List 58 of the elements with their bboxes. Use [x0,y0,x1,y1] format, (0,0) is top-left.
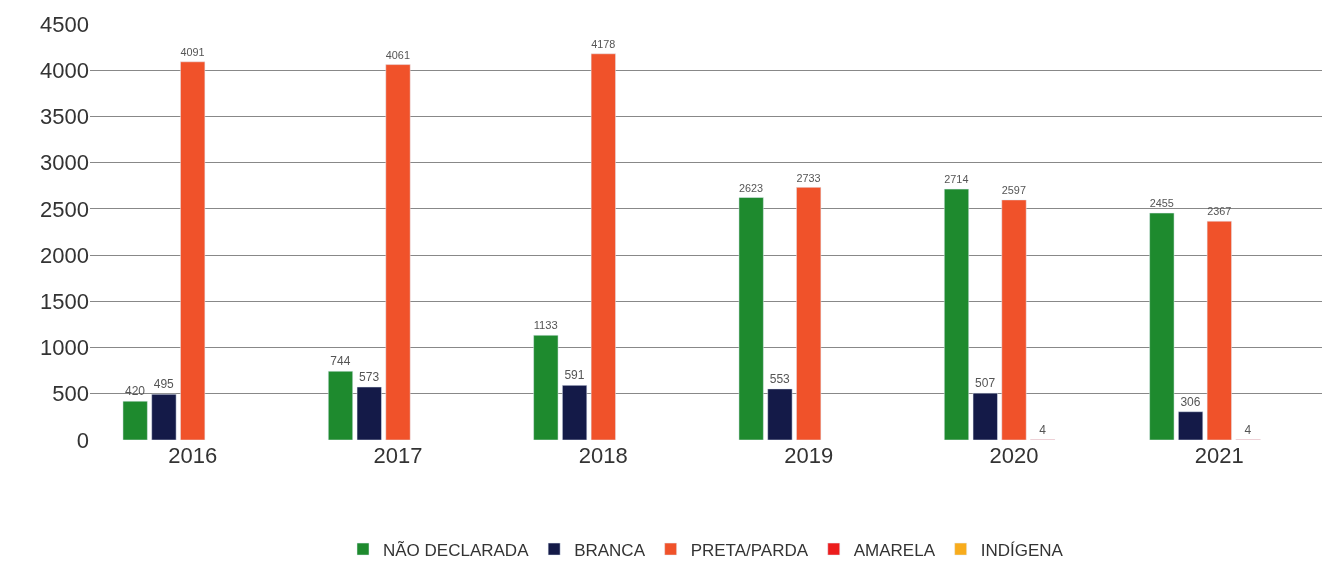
bar [972,392,998,440]
bar [151,393,177,440]
bar [562,385,588,440]
data-label: 2367 [1207,205,1232,218]
y-tick-label: 3000 [40,150,89,176]
data-label: 4 [1244,422,1252,437]
bar [944,188,969,440]
bar [738,197,764,440]
y-tick-label: 4000 [40,57,89,83]
bar [356,386,382,440]
data-label: 553 [769,371,791,386]
bar [180,61,206,440]
bar [767,388,793,440]
data-label: 2623 [738,181,764,194]
bar [590,53,616,440]
legend-label: PRETA/PARDA [690,540,809,560]
x-tick-label: 2019 [784,443,834,468]
bar [328,370,353,440]
data-label: 507 [975,376,996,391]
data-label: 2455 [1149,197,1174,210]
data-label: 306 [1180,394,1201,409]
x-tick-label: 2016 [168,443,218,468]
data-label: 4178 [591,38,616,51]
y-tick-label: 2000 [40,242,89,268]
y-tick-label: 4500 [40,11,89,37]
y-tick-label: 0 [76,427,89,453]
bar [1001,199,1027,440]
y-tick-label: 1500 [40,289,89,315]
x-tick-label: 2018 [578,443,628,468]
legend-label: NÃO DECLARADA [383,540,530,560]
data-label: 744 [330,354,351,369]
bar [1206,220,1232,440]
legend-label: AMARELA [853,540,936,560]
data-label: 2597 [1001,184,1026,197]
data-label: 495 [153,377,175,392]
y-tick-label: 3500 [40,104,89,130]
x-tick-label: 2020 [989,443,1039,468]
bar [385,64,411,440]
y-tick-label: 2500 [40,196,89,222]
data-label: 4 [1039,422,1047,437]
legend-label: BRANCA [574,540,646,560]
y-tick-label: 500 [52,381,89,407]
bar [122,400,148,440]
x-tick-label: 2017 [373,443,423,468]
data-label: 573 [359,370,380,385]
bar [796,187,822,440]
legend-label: INDÍGENA [980,540,1064,560]
y-tick-label: 1000 [40,335,89,361]
data-label: 591 [564,368,585,383]
bar [1149,212,1175,440]
data-label: 1133 [533,319,558,332]
bar [533,335,559,440]
data-label: 4061 [385,48,410,61]
data-label: 2733 [796,171,821,184]
data-label: 4091 [180,46,205,59]
x-tick-label: 2021 [1194,443,1244,468]
bar [1178,411,1204,440]
data-label: 2714 [944,173,969,186]
